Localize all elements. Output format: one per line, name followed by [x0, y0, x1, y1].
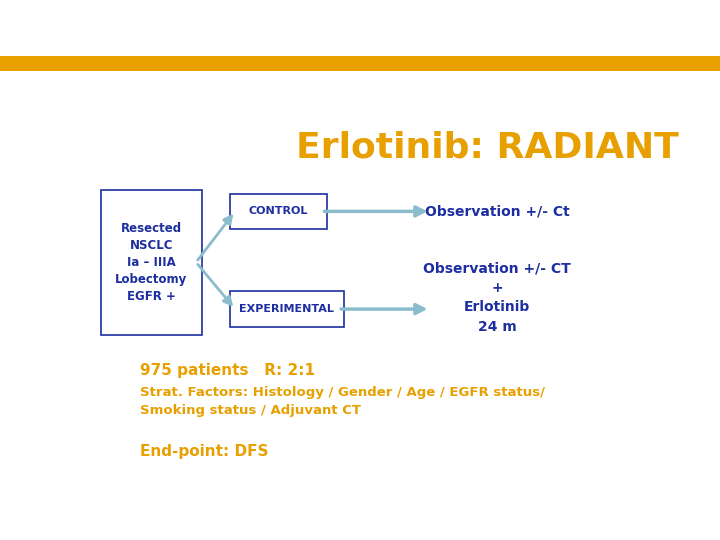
- Text: CONTROL: CONTROL: [248, 206, 308, 217]
- Text: Erlotinib: RADIANT: Erlotinib: RADIANT: [297, 131, 680, 165]
- FancyBboxPatch shape: [101, 190, 202, 335]
- Text: Strat. Factors: Histology / Gender / Age / EGFR status/
Smoking status / Adjuvan: Strat. Factors: Histology / Gender / Age…: [140, 386, 545, 417]
- Text: 975 patients   R: 2:1: 975 patients R: 2:1: [140, 363, 315, 378]
- Text: EXPERIMENTAL: EXPERIMENTAL: [239, 304, 334, 314]
- Text: Observation +/- CT
+
Erlotinib
24 m: Observation +/- CT + Erlotinib 24 m: [423, 261, 571, 334]
- Text: Observation +/- Ct: Observation +/- Ct: [425, 205, 570, 219]
- FancyBboxPatch shape: [230, 194, 327, 229]
- FancyBboxPatch shape: [230, 292, 344, 327]
- Text: End-point: DFS: End-point: DFS: [140, 444, 269, 459]
- Text: Resected
NSCLC
Ia – IIIA
Lobectomy
EGFR +: Resected NSCLC Ia – IIIA Lobectomy EGFR …: [115, 222, 187, 303]
